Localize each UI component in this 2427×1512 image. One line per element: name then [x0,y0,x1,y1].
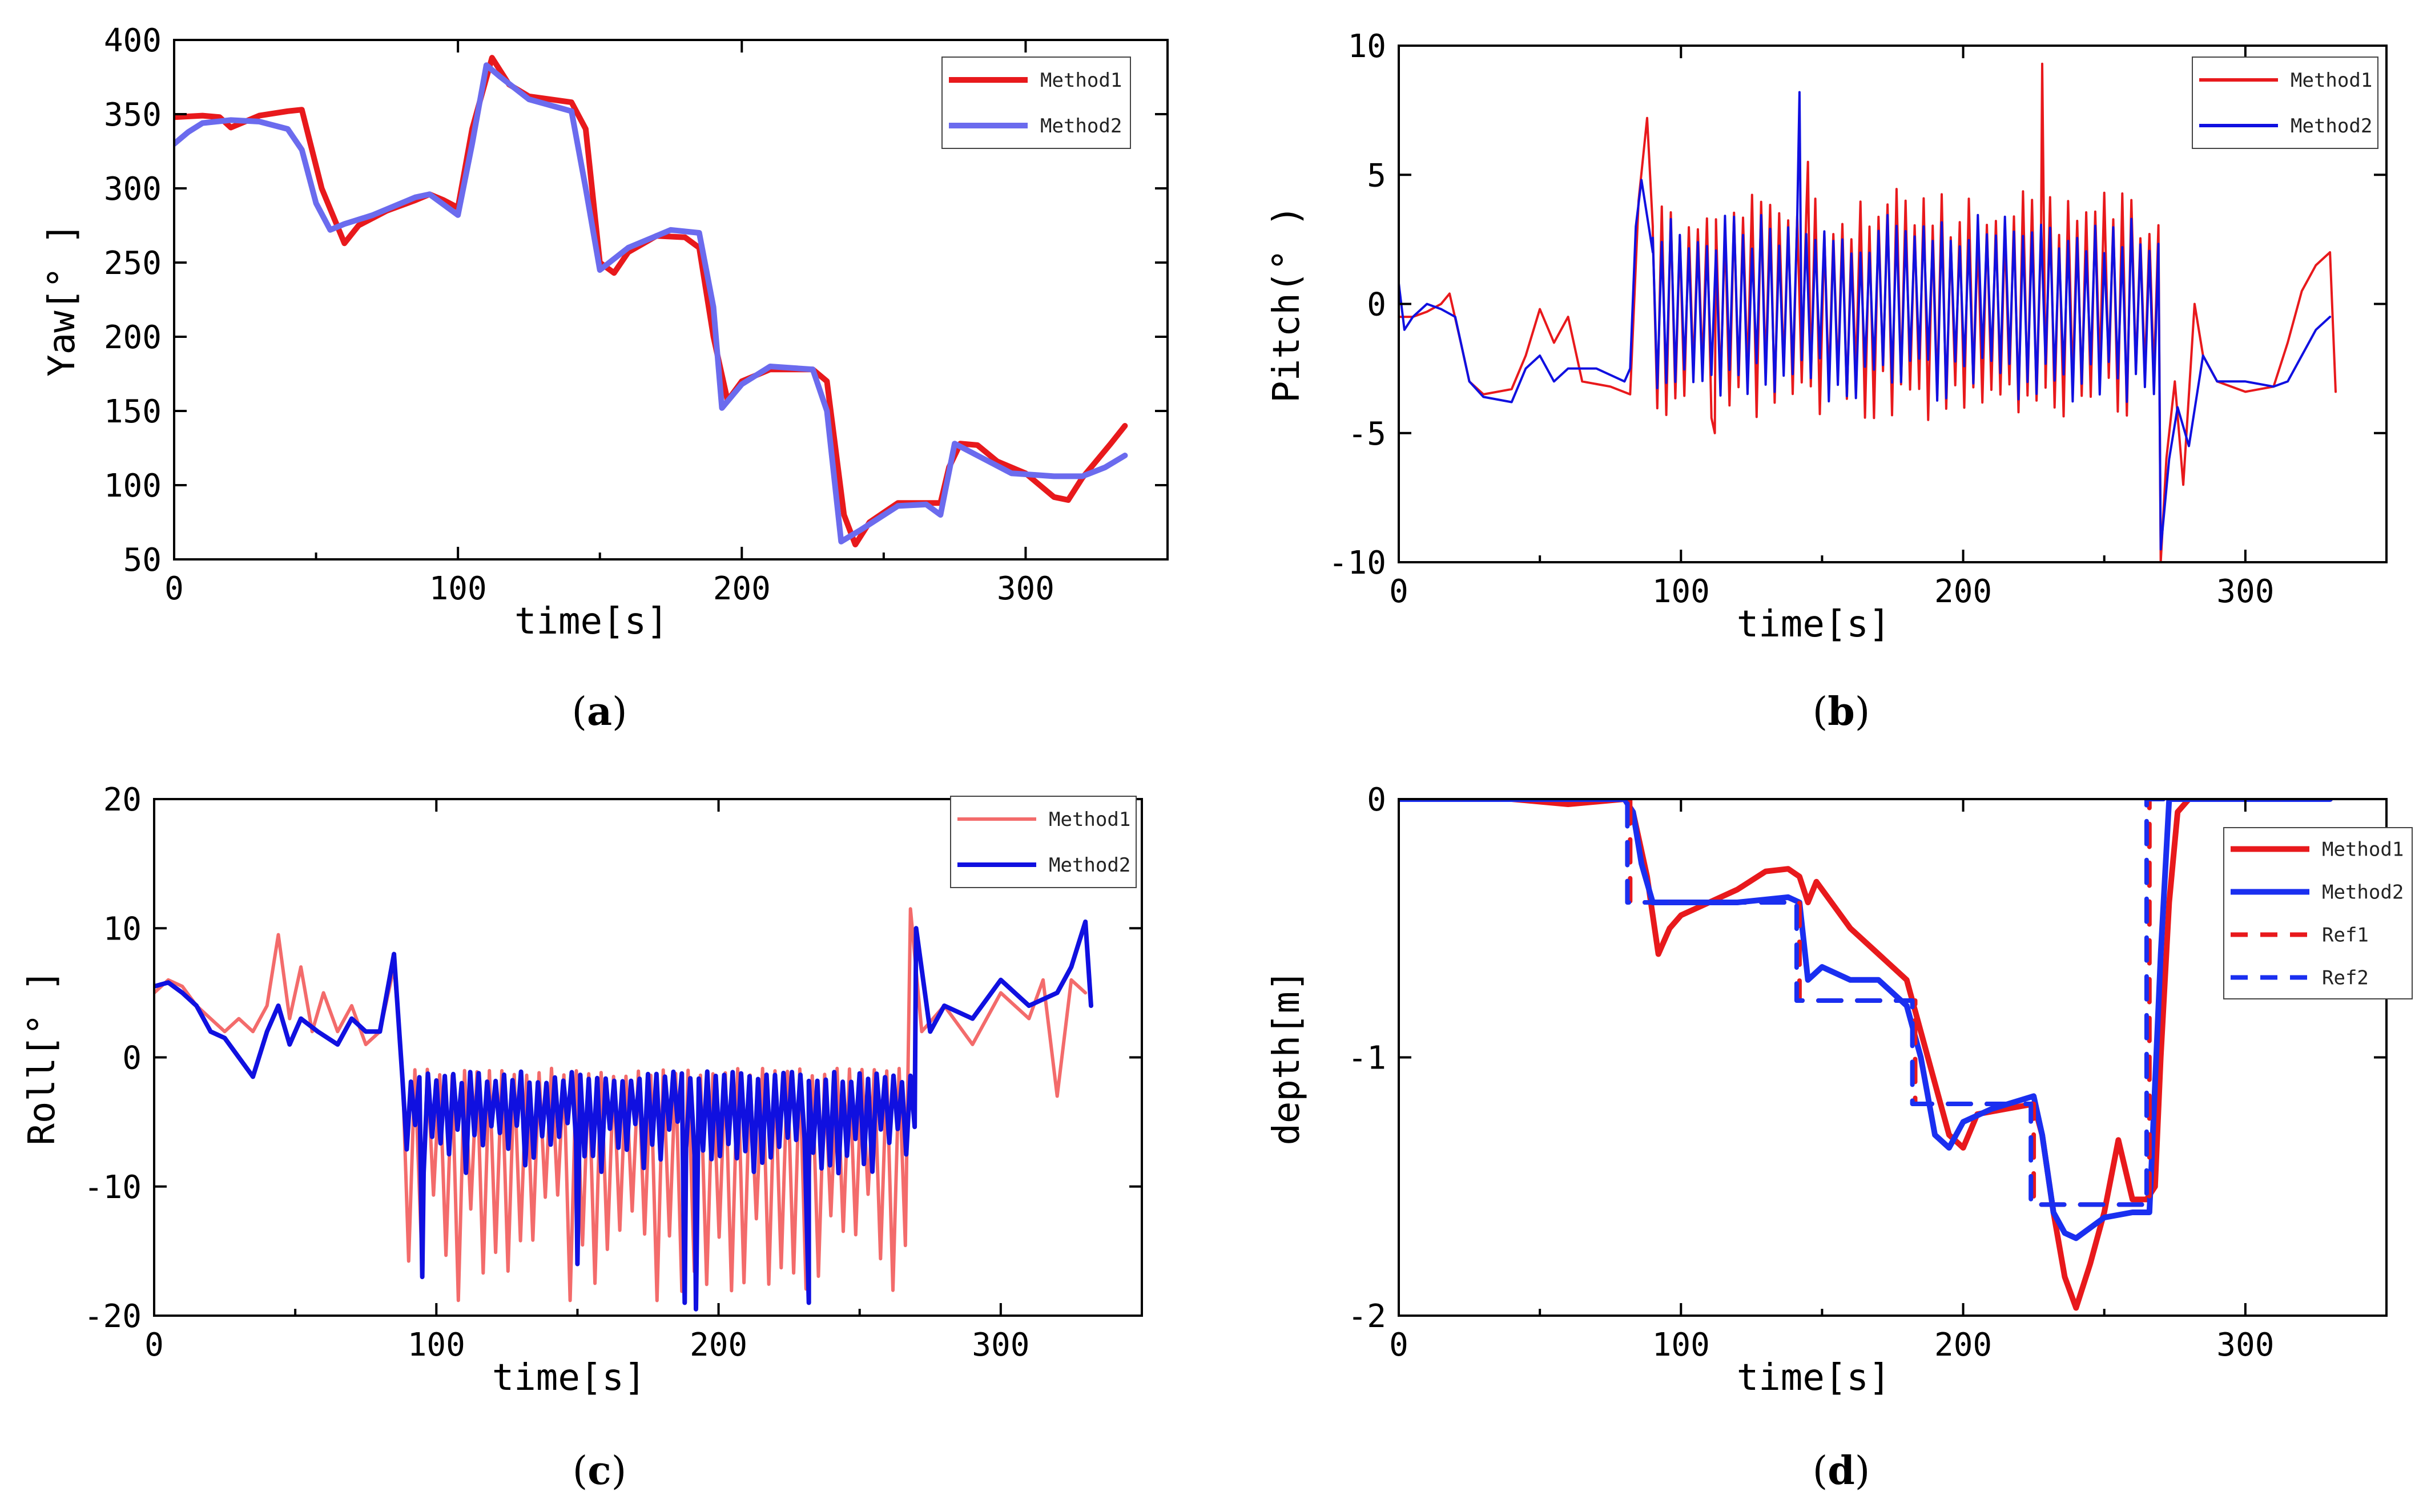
panel-caption: (d) [1813,1448,1870,1494]
legend-box [941,57,1131,149]
panel-caption: (a) [571,689,627,735]
x-tick-label: 0 [1389,1326,1408,1364]
x-tick-label: 300 [997,570,1054,607]
panel-caption: (c) [573,1448,626,1494]
x-tick-label: 100 [1652,573,1710,610]
series-line-method2 [1399,91,2332,551]
series-line-method1 [1399,799,2333,1311]
y-tick-label: 0 [122,1040,142,1077]
y-axis-label: Roll[° ] [21,969,63,1145]
y-tick-label: -5 [1348,416,1386,453]
series-line-method2 [174,62,1128,545]
y-tick-label: 0 [1367,287,1386,324]
x-tick-label: 300 [2216,1326,2274,1364]
x-tick-label: 0 [1389,573,1408,610]
series-line-ref1 [1399,799,2333,1207]
legend-label-method2: Method2 [1049,854,1130,877]
y-tick-label: 350 [104,96,162,134]
legend: Method1 Method2 [950,796,1137,888]
series-line-method2 [1399,799,2333,1241]
y-tick-label: 0 [1367,781,1386,819]
plot-frame [173,39,1169,561]
y-tick-label: -1 [1348,1040,1386,1077]
legend-label-ref2: Ref2 [2322,967,2369,990]
legend-label-method2: Method2 [2322,881,2404,904]
y-axis-label: Pitch(° ) [1266,205,1308,403]
x-tick-label: 100 [408,1326,465,1364]
y-tick-label: 300 [104,171,162,208]
y-tick-label: 100 [104,467,162,505]
series-line-method2 [154,919,1093,1312]
legend-label-method2: Method2 [2291,115,2372,138]
y-tick-label: -20 [84,1298,142,1335]
legend-box [950,796,1137,888]
y-tick-label: 50 [123,542,162,579]
y-tick-label: 5 [1367,157,1386,194]
x-tick-label: 100 [429,570,487,607]
y-tick-label: -2 [1348,1298,1386,1335]
x-axis-label: time[s] [492,1357,646,1399]
legend-box [2192,57,2378,149]
y-tick-label: 10 [103,910,142,947]
x-tick-label: 300 [972,1326,1029,1364]
x-tick-label: 100 [1652,1326,1710,1364]
y-tick-label: 250 [104,245,162,282]
x-tick-label: 0 [144,1326,164,1364]
x-tick-label: 0 [164,570,184,607]
x-tick-label: 200 [690,1326,747,1364]
x-axis-label: time[s] [1737,603,1891,646]
y-tick-label: 20 [103,781,142,819]
x-axis-label: time[s] [1737,1357,1891,1399]
legend-label-method1: Method1 [2291,69,2372,92]
x-tick-label: 300 [2216,573,2274,610]
chart-d: 0 100 200 300-2-10time[s]depth[m]Method1Met… [1266,781,2413,1494]
chart-c: 0 100 200 300 -20 -10 0 10 20 time[s] Roll[° ] Meth… [21,781,1143,1494]
legend-label-method2: Method2 [1040,115,1122,138]
x-tick-label: 200 [713,570,771,607]
panel-caption: (b) [1813,689,1870,735]
series-line-ref2 [1399,799,2333,1207]
legend: Method1 Method2 [941,57,1131,149]
legend-label-method1: Method1 [1049,808,1130,831]
y-tick-label: 150 [104,393,162,430]
y-tick-label: -10 [84,1169,142,1206]
y-tick-label: -10 [1329,545,1386,582]
y-axis-label: depth[m] [1266,969,1308,1145]
legend: Method1 Method2 [2192,57,2378,149]
y-tick-label: 200 [104,319,162,356]
x-axis-label: time[s] [514,600,669,643]
legend-label-ref1: Ref1 [2322,924,2369,947]
legend-box [2223,827,2413,999]
x-tick-label: 200 [1934,573,1992,610]
legend-label-method1: Method1 [1040,69,1122,92]
legend: Method1 Method2 Ref1 Ref2 [2223,827,2413,999]
x-tick-label: 200 [1934,1326,1992,1364]
legend-label-method1: Method1 [2322,838,2404,861]
y-tick-label: 400 [104,22,162,59]
y-axis-label: Yaw[° ] [41,223,83,377]
chart-a: 0 100 200 300 50 100 150 200 250 300 350 400 time[s]… [41,22,1169,735]
y-tick-label: 10 [1348,28,1386,65]
chart-b: 0 100 200 300 -10 -5 0 5 10 time[s] Pitch(° ) Metho… [1266,28,2388,735]
